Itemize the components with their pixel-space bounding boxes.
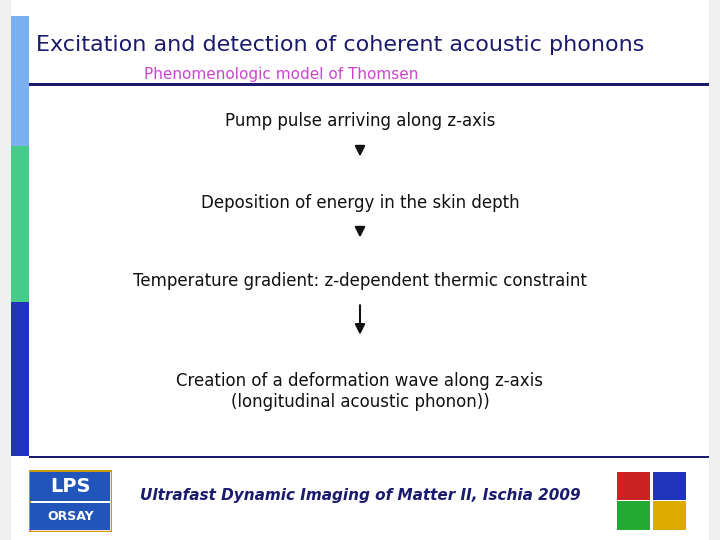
- Bar: [653, 502, 686, 530]
- Text: Pump pulse arriving along z-axis: Pump pulse arriving along z-axis: [225, 112, 495, 131]
- FancyBboxPatch shape: [11, 0, 709, 540]
- FancyBboxPatch shape: [29, 456, 709, 458]
- Text: Creation of a deformation wave along z-axis
(longitudinal acoustic phonon)): Creation of a deformation wave along z-a…: [176, 372, 544, 411]
- Text: ORSAY: ORSAY: [47, 510, 94, 523]
- Text: Temperature gradient: z-dependent thermic constraint: Temperature gradient: z-dependent thermi…: [133, 272, 587, 290]
- Bar: [30, 472, 110, 501]
- Bar: [653, 471, 686, 500]
- FancyBboxPatch shape: [11, 302, 29, 456]
- Bar: [30, 503, 110, 530]
- FancyBboxPatch shape: [11, 146, 29, 302]
- Bar: [617, 502, 650, 530]
- FancyBboxPatch shape: [11, 16, 29, 146]
- Bar: [617, 471, 650, 500]
- Text: Phenomenologic model of Thomsen: Phenomenologic model of Thomsen: [144, 68, 418, 83]
- Text: Ultrafast Dynamic Imaging of Matter II, Ischia 2009: Ultrafast Dynamic Imaging of Matter II, …: [140, 488, 580, 503]
- FancyBboxPatch shape: [29, 83, 709, 86]
- Text: LPS: LPS: [50, 477, 91, 496]
- Text: Deposition of energy in the skin depth: Deposition of energy in the skin depth: [201, 193, 519, 212]
- Text: Excitation and detection of coherent acoustic phonons: Excitation and detection of coherent aco…: [36, 35, 644, 55]
